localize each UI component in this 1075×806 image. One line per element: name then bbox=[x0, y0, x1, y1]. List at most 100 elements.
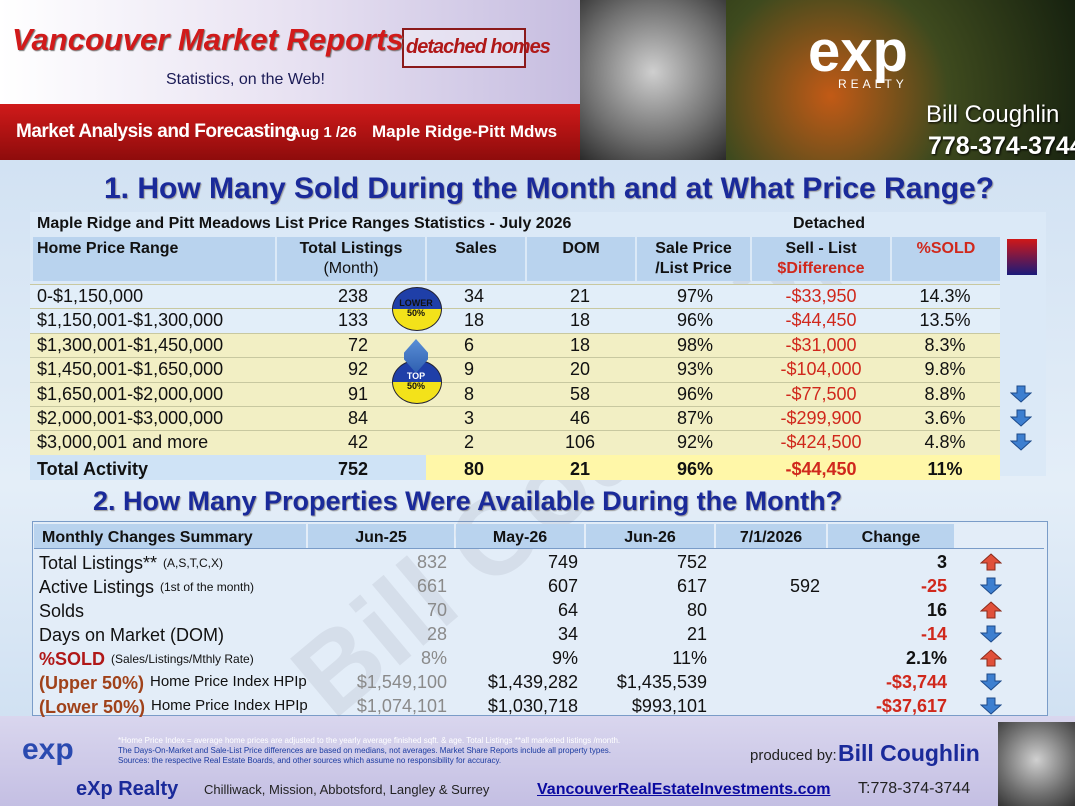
footer-bg bbox=[0, 716, 1075, 806]
row-note: (1st of the month) bbox=[160, 580, 255, 594]
website: VancouverRealEstateInvestments.com bbox=[537, 781, 831, 798]
row-bg bbox=[30, 357, 1000, 383]
column-header: Sales bbox=[455, 240, 497, 257]
column-header: Sale Price bbox=[655, 240, 732, 257]
row-label: Total Listings** bbox=[39, 553, 158, 573]
company: eXp Realty bbox=[76, 778, 179, 800]
agent: Bill Coughlin bbox=[926, 101, 1060, 128]
cell: 238 bbox=[337, 286, 368, 306]
column-header: Sell - List bbox=[785, 240, 857, 257]
column-header: $Difference bbox=[777, 260, 865, 277]
arrow-up bbox=[980, 649, 1002, 667]
legend-swatch bbox=[1007, 239, 1037, 275]
total-cell: 11% bbox=[927, 458, 963, 479]
header-cell bbox=[34, 524, 306, 548]
table2-frame bbox=[32, 521, 1048, 716]
cell: 84 bbox=[347, 408, 368, 428]
regions: Chilliwack, Mission, Abbotsford, Langley… bbox=[204, 782, 490, 797]
column-header: (Month) bbox=[323, 260, 379, 277]
row-label: %SOLD bbox=[39, 649, 106, 669]
column-header: Total Listings bbox=[299, 240, 403, 257]
arrow-up bbox=[980, 601, 1002, 619]
column-header: 7/1/2026 bbox=[739, 529, 803, 546]
phone: 778-374-3744 bbox=[928, 132, 1075, 160]
cell: 832 bbox=[416, 552, 447, 572]
cell: 2 bbox=[464, 432, 475, 453]
cell: 34 bbox=[557, 624, 578, 644]
badge-text: LOWER bbox=[399, 298, 433, 308]
cell: 92 bbox=[347, 359, 368, 380]
cell: 752 bbox=[676, 552, 707, 572]
header-cell bbox=[637, 237, 750, 281]
header-cell bbox=[33, 237, 275, 281]
row-note: (A,S,T,C,X) bbox=[163, 556, 224, 570]
cell: 106 bbox=[564, 432, 596, 453]
total-cell: 21 bbox=[569, 458, 591, 479]
arrow-down bbox=[980, 577, 1002, 595]
header-cell bbox=[892, 237, 1000, 281]
column-header: Monthly Changes Summary bbox=[42, 529, 253, 546]
row-label: Days on Market (DOM) bbox=[39, 625, 225, 645]
footer-phone: T:778-374-3744 bbox=[858, 780, 971, 797]
badge bbox=[392, 287, 442, 331]
area: Maple Ridge-Pitt Mdws bbox=[372, 122, 558, 141]
cell: 42 bbox=[347, 432, 368, 453]
logo: exp bbox=[808, 19, 908, 84]
row-bg bbox=[30, 332, 1000, 358]
banner-bg bbox=[0, 104, 580, 160]
table1-title: Maple Ridge and Pitt Meadows List Price … bbox=[37, 215, 572, 232]
arrow-down bbox=[1010, 433, 1032, 452]
cell: -$104,000 bbox=[780, 359, 862, 380]
badge-text: 50% bbox=[406, 381, 425, 391]
arrow-down bbox=[1010, 409, 1032, 427]
row-bg bbox=[30, 381, 1000, 407]
cell: 93% bbox=[676, 359, 714, 380]
cell: 92% bbox=[676, 432, 714, 453]
cell: 18 bbox=[464, 310, 485, 331]
cell: $1,150,001-$1,300,000 bbox=[37, 310, 224, 331]
cell: 3 bbox=[464, 408, 475, 428]
cell: 64 bbox=[557, 600, 578, 620]
header-bg bbox=[0, 0, 580, 104]
cell: 97% bbox=[676, 286, 714, 306]
row-bg bbox=[30, 430, 1000, 456]
cell: 3 bbox=[936, 552, 947, 572]
header-cell bbox=[586, 524, 714, 548]
header-cell bbox=[716, 524, 826, 548]
column-header: /List Price bbox=[655, 260, 732, 277]
cell: $993,101 bbox=[631, 696, 707, 716]
section1-heading: 1. How Many Sold During the Month and at… bbox=[104, 172, 995, 205]
cell: 34 bbox=[464, 286, 485, 306]
column-header: %SOLD bbox=[916, 240, 976, 257]
subtitle: Statistics, on the Web! bbox=[166, 71, 325, 88]
tag: detached homes bbox=[406, 36, 551, 58]
column-header: Jun-26 bbox=[624, 529, 676, 546]
cell: 14.3% bbox=[919, 286, 971, 306]
cell: 70 bbox=[426, 600, 447, 620]
total-cell: -$44,450 bbox=[785, 458, 857, 479]
row-label: Active Listings bbox=[39, 577, 155, 597]
footer-photo bbox=[998, 722, 1075, 806]
row-note: (Sales/Listings/Mthly Rate) bbox=[111, 652, 254, 666]
header-cell bbox=[427, 237, 525, 281]
cell: -14 bbox=[920, 624, 947, 644]
cell: 8% bbox=[420, 648, 447, 668]
cell: -$44,450 bbox=[785, 310, 857, 331]
column-header: Change bbox=[861, 529, 921, 546]
cell: $1,435,539 bbox=[616, 672, 707, 692]
cell: 4.8% bbox=[924, 432, 966, 453]
header-cell bbox=[527, 237, 635, 281]
row-bg bbox=[30, 406, 1000, 431]
header-cell bbox=[308, 524, 454, 548]
cell: 9% bbox=[551, 648, 578, 668]
producer: Bill Coughlin bbox=[838, 740, 980, 766]
cell: 11% bbox=[672, 648, 707, 668]
cell: 6 bbox=[464, 334, 475, 355]
cell: 96% bbox=[676, 310, 714, 331]
cell: 16 bbox=[926, 600, 947, 620]
arrow-down bbox=[980, 697, 1002, 715]
cell: $1,450,001-$1,650,000 bbox=[37, 359, 224, 380]
cell: $1,030,718 bbox=[487, 696, 578, 716]
cell: -25 bbox=[920, 576, 947, 596]
